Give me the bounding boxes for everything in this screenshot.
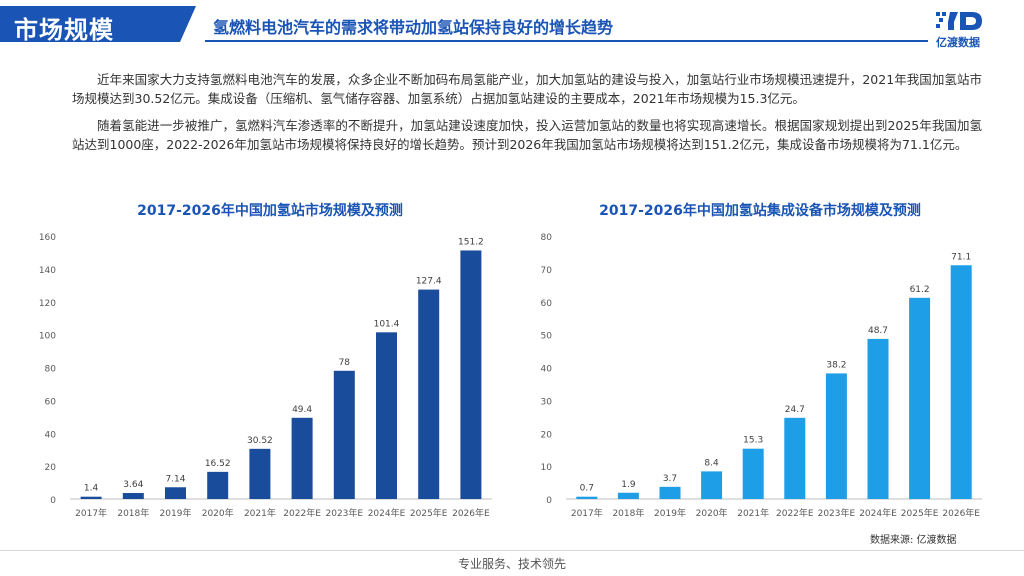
chart-1-category-label: 2021年 [244, 507, 276, 519]
chart-2: 0 10 20 30 40 50 60 70 80 0.7 2017年 1.9 2018年 3.7 2019… [541, 233, 982, 519]
paragraph-1: 近年来国家大力支持氢燃料电池汽车的发展，众多企业不断加码布局氢能产业，加大加氢站… [72, 72, 982, 106]
chart-2-bar [909, 297, 931, 499]
chart-1-y-tick-label: 100 [39, 332, 56, 342]
chart-2-y-tick-label: 0 [546, 496, 552, 506]
chart-1-value-label: 30.52 [247, 436, 273, 446]
chart-1-value-label: 78 [339, 358, 351, 368]
chart-1-category-label: 2024年E [368, 507, 406, 519]
chart-1-y-tick-label: 80 [45, 365, 57, 375]
chart-1-value-label: 1.4 [84, 484, 99, 494]
chart-1-y-tick-label: 40 [45, 430, 57, 440]
chart-1-bar [165, 487, 186, 499]
chart-1-value-label: 3.64 [123, 480, 143, 490]
chart-1-value-label: 49.4 [292, 405, 312, 415]
chart-1: 0 20 40 60 80 100 120 140 160 1.4 2017年 3.64 2018年 7.… [39, 233, 492, 519]
chart-2-y-tick-label: 30 [541, 397, 553, 407]
chart-2-value-label: 8.4 [704, 458, 719, 468]
chart-1-value-label: 151.2 [458, 237, 484, 247]
chart-1-y-tick-label: 120 [39, 299, 56, 309]
chart-2-y-tick-label: 70 [541, 266, 553, 276]
chart-2-value-label: 15.3 [743, 436, 763, 446]
chart-2-category-label: 2023年E [818, 507, 856, 519]
chart-2-y-tick-label: 20 [541, 430, 553, 440]
data-source-note: 数据来源: 亿渡数据 [870, 535, 957, 546]
footer-divider [0, 550, 1024, 551]
chart-1-bar [333, 370, 355, 499]
chart-2-y-tick-label: 40 [541, 365, 553, 375]
chart-1-value-label: 16.52 [205, 459, 231, 469]
chart-1-bar [376, 332, 397, 499]
chart-2-y-tick-label: 80 [541, 233, 553, 243]
section-title-box: 市场规模 [0, 6, 180, 44]
chart-2-bar [576, 496, 598, 499]
chart-2-value-label: 24.7 [785, 405, 805, 415]
chart-2-title: 2017-2026年中国加氢站集成设备市场规模及预测 [599, 203, 921, 219]
chart-2-bar [701, 471, 723, 499]
chart-2-value-label: 1.9 [621, 480, 636, 490]
page-subtitle: 氢燃料电池汽车的需求将带动加氢站保持良好的增长趋势 [213, 18, 614, 37]
chart-2-value-label: 38.2 [826, 360, 846, 370]
chart-1-bar [291, 417, 313, 499]
chart-2-y-tick-label: 60 [541, 299, 553, 309]
chart-1-y-tick-label: 20 [45, 463, 57, 473]
chart-1-y-tick-label: 60 [45, 397, 57, 407]
chart-2-value-label: 3.7 [663, 474, 677, 484]
chart-1-title: 2017-2026年中国加氢站市场规模及预测 [137, 203, 403, 219]
header-divider [205, 40, 928, 42]
chart-2-value-label: 48.7 [868, 326, 888, 336]
chart-2-category-label: 2021年 [737, 507, 769, 519]
chart-2-bar [742, 448, 764, 499]
chart-2-category-label: 2025年E [901, 507, 939, 519]
chart-1-bar [207, 471, 229, 499]
chart-1-category-label: 2020年 [202, 507, 234, 519]
chart-1-category-label: 2023年E [326, 507, 364, 519]
chart-1-value-label: 7.14 [165, 474, 185, 484]
chart-1-bar [418, 289, 440, 499]
logo-icon [936, 12, 982, 30]
chart-1-category-label: 2018年 [117, 507, 149, 519]
title-slant-decoration [180, 6, 196, 42]
chart-2-category-label: 2020年 [696, 507, 728, 519]
chart-1-y-tick-label: 160 [39, 233, 56, 243]
chart-1-y-tick-label: 140 [39, 266, 56, 276]
chart-2-y-tick-label: 10 [541, 463, 553, 473]
chart-2-y-tick-label: 50 [541, 332, 553, 342]
chart-2-category-label: 2022年E [776, 507, 814, 519]
footer-slogan: 专业服务、技术领先 [457, 557, 566, 571]
chart-2-category-label: 2017年 [571, 507, 603, 519]
section-title: 市场规模 [14, 16, 114, 44]
chart-2-bar [617, 492, 639, 499]
chart-2-bar [950, 265, 972, 499]
header: 市场规模 氢燃料电池汽车的需求将带动加氢站保持良好的增长趋势 亿渡数据 [0, 0, 1024, 49]
chart-1-category-label: 2025年E [410, 507, 448, 519]
chart-1-category-label: 2017年 [75, 507, 107, 519]
chart-2-category-label: 2019年 [654, 507, 686, 519]
chart-1-category-label: 2026年E [452, 507, 490, 519]
chart-2-bar [867, 338, 889, 499]
chart-1-bar [249, 448, 271, 499]
chart-1-bar [80, 496, 102, 499]
chart-1-value-label: 101.4 [374, 319, 400, 329]
chart-2-category-label: 2018年 [612, 507, 644, 519]
chart-1-value-label: 127.4 [416, 277, 442, 287]
chart-2-bar [825, 373, 847, 499]
chart-1-category-label: 2022年E [283, 507, 321, 519]
chart-2-value-label: 71.1 [951, 252, 971, 262]
chart-1-bar [122, 493, 144, 499]
chart-2-value-label: 61.2 [910, 285, 930, 295]
chart-2-bar [784, 417, 806, 499]
chart-1-bar [460, 250, 482, 499]
chart-2-category-label: 2026年E [942, 507, 980, 519]
chart-2-value-label: 0.7 [580, 484, 594, 494]
chart-2-category-label: 2024年E [859, 507, 897, 519]
paragraph-2: 随着氢能进一步被推广，氢燃料汽车渗透率的不断提升，加氢站建设速度加快，投入运营加… [72, 118, 982, 152]
chart-1-y-tick-label: 0 [50, 496, 56, 506]
logo-text: 亿渡数据 [936, 36, 980, 49]
chart-2-bar [659, 486, 681, 499]
chart-1-category-label: 2019年 [160, 507, 192, 519]
